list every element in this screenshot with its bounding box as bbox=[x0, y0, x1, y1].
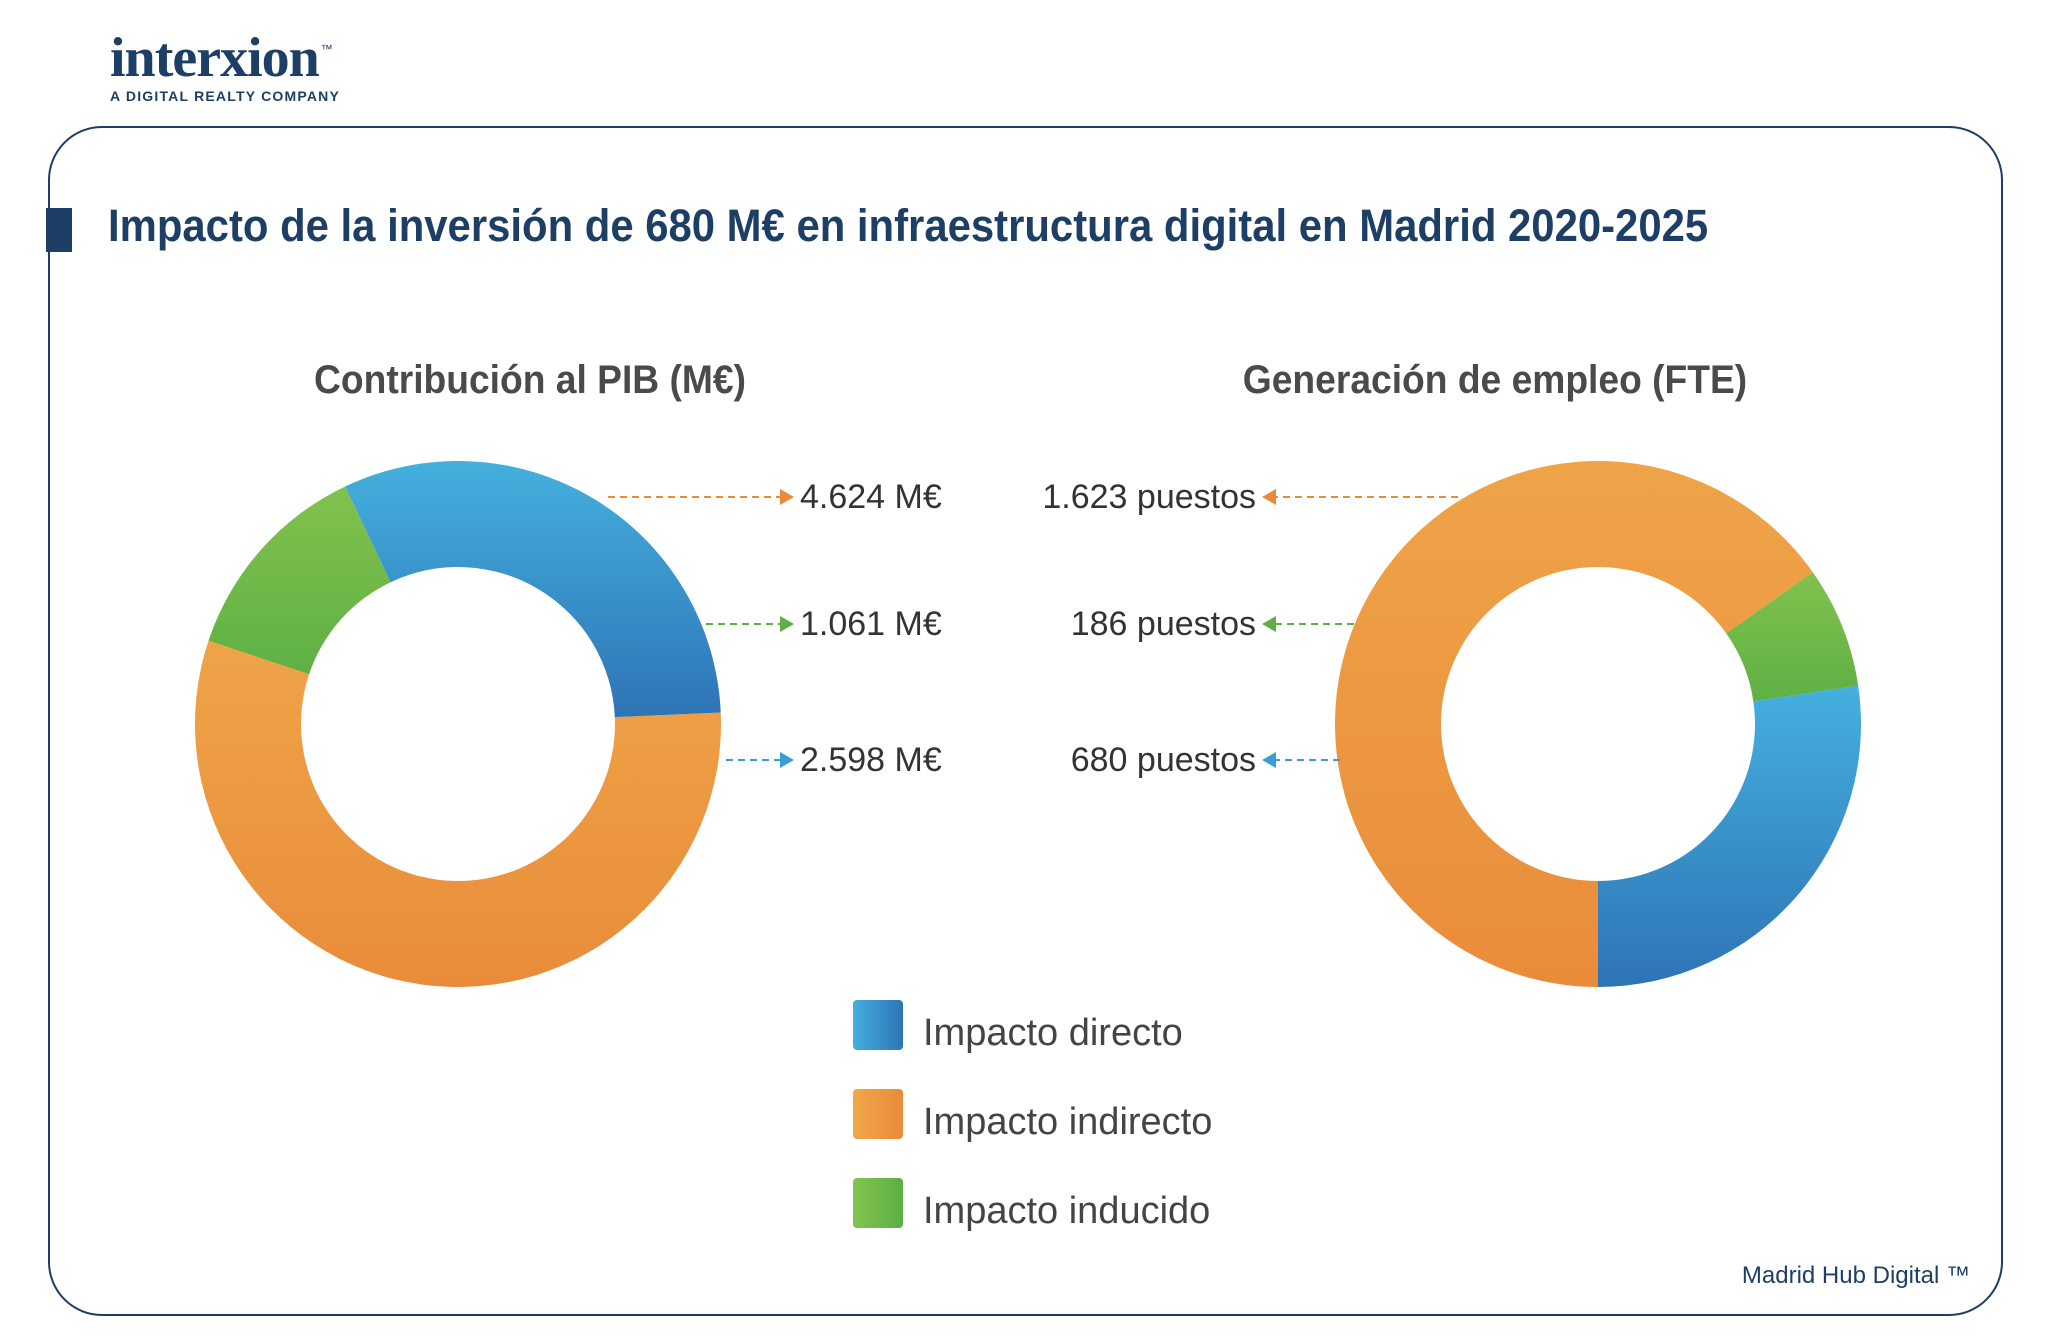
slice-indirecto bbox=[194, 640, 721, 987]
legend-swatch-directo bbox=[853, 1000, 903, 1050]
arrow-head-indirecto bbox=[780, 489, 794, 505]
arrow-head-indirecto bbox=[1262, 489, 1276, 505]
logo-trademark: ™ bbox=[320, 42, 333, 56]
footer-label: Madrid Hub Digital ™ bbox=[1741, 1262, 1970, 1289]
value-label-indirecto: 1.623 puestos bbox=[1042, 478, 1256, 516]
slice-directo bbox=[345, 461, 721, 718]
value-label-directo: 2.598 M€ bbox=[800, 741, 942, 779]
arrow-head-directo bbox=[780, 752, 794, 768]
arrow-head-directo bbox=[1262, 752, 1276, 768]
value-label-indirecto: 4.624 M€ bbox=[800, 478, 942, 516]
slice-directo bbox=[1598, 685, 1861, 987]
legend-label-directo: Impacto directo bbox=[923, 1012, 1183, 1054]
legend-label-indirecto: Impacto indirecto bbox=[923, 1101, 1213, 1143]
logo-tagline: A DIGITAL REALTY COMPANY bbox=[110, 88, 340, 104]
content-frame bbox=[48, 126, 2003, 1316]
arrow-head-inducido bbox=[780, 616, 794, 632]
gdp-chart-title: Contribución al PIB (M€) bbox=[314, 358, 746, 402]
page-title: Impacto de la inversión de 680 M€ en inf… bbox=[108, 200, 1709, 251]
interxion-logo: interxion ™ A DIGITAL REALTY COMPANY bbox=[110, 30, 340, 104]
legend-swatch-inducido bbox=[853, 1178, 903, 1228]
slice-inducido bbox=[208, 486, 391, 675]
value-label-inducido: 186 puestos bbox=[1071, 605, 1256, 643]
legend-label-inducido: Impacto inducido bbox=[923, 1190, 1211, 1232]
slice-inducido bbox=[1726, 572, 1859, 702]
employment-chart-title: Generación de empleo (FTE) bbox=[1242, 358, 1748, 402]
employment-donut-chart: 1.623 puestos 186 puestos 680 puestos bbox=[1042, 461, 1861, 987]
legend-swatch-indirecto bbox=[853, 1089, 903, 1139]
logo-wordmark: interxion bbox=[110, 27, 320, 89]
arrow-head-inducido bbox=[1262, 616, 1276, 632]
slice-indirecto bbox=[1335, 461, 1813, 987]
title-accent-bar bbox=[46, 208, 72, 252]
value-label-directo: 680 puestos bbox=[1071, 741, 1256, 779]
gdp-donut-chart: 4.624 M€ 1.061 M€ 2.598 M€ bbox=[194, 461, 942, 987]
value-label-inducido: 1.061 M€ bbox=[800, 605, 942, 643]
